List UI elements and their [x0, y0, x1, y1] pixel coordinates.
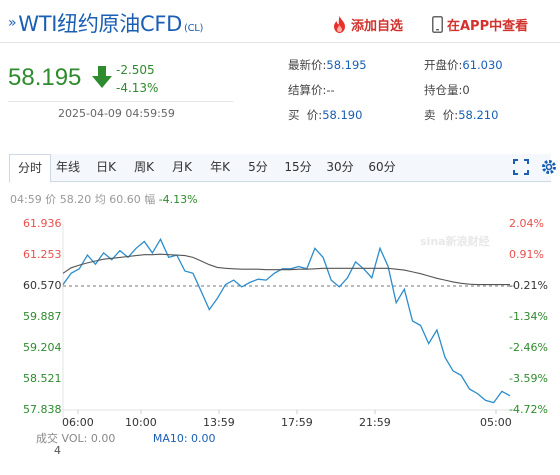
header-divider [0, 42, 560, 43]
quote-time: 2025-04-09 04:59:59 [58, 107, 175, 120]
bid-price-label: 买 价: [288, 108, 323, 122]
legend-avg-label: 均 [94, 193, 106, 206]
pct-tick-label: -3.59% [509, 372, 548, 385]
chart-legend: 04:59 价 58.20 均 60.60 幅 -4.13% [10, 191, 198, 207]
add-watchlist-button[interactable]: 添加自选 [332, 15, 403, 34]
latest-price-field: 最新价:58.195 [288, 57, 367, 73]
volume-count: 4 [54, 444, 61, 457]
volume-label: 成交 [36, 432, 58, 445]
tab-6[interactable]: 5分 [248, 160, 268, 174]
period-tabs: 分时 年线 日K 周K 月K 年K 5分 15分 30分 60分 [9, 154, 551, 183]
vol-label: VOL: [61, 432, 88, 445]
settle-price-field: 结算价:-- [288, 82, 335, 98]
avg-price-line [62, 253, 510, 286]
watermark: sina新浪财经 [420, 235, 490, 248]
tab-7[interactable]: 15分 [284, 160, 312, 174]
tab-3[interactable]: 周K [134, 160, 154, 174]
y-tick-label: 60.570 [23, 279, 62, 292]
ask-price-value: 58.210 [458, 108, 499, 122]
y-tick-label: 61.936 [23, 217, 62, 230]
last-price: 58.195 [8, 64, 82, 91]
tab-0[interactable]: 分时 [9, 154, 51, 183]
legend-chg: -4.13% [158, 193, 198, 206]
ma10-value: 0.00 [191, 432, 216, 445]
open-price-label: 开盘价: [424, 58, 463, 72]
y-tick-label: 59.204 [23, 341, 62, 354]
ma10-label: MA10: [152, 432, 188, 445]
arrow-down-icon [92, 66, 112, 88]
x-tick-label: 13:59 [203, 416, 235, 429]
y-tick-label: 61.253 [23, 248, 62, 261]
tab-2[interactable]: 日K [96, 160, 116, 174]
open-interest-label: 持仓量: [424, 83, 463, 97]
tab-1[interactable]: 年线 [55, 160, 80, 174]
phone-icon [432, 16, 443, 33]
fullscreen-icon[interactable] [513, 159, 529, 175]
open-price-value: 61.030 [462, 58, 503, 72]
period-tabs-background [9, 154, 551, 181]
instrument-code: (CL) [183, 23, 204, 34]
x-tick-label: 06:00 [62, 416, 94, 429]
legend-price-label: 价 [45, 193, 57, 206]
price-change: -2.505 [116, 63, 155, 77]
price-change-pct: -4.13% [116, 81, 159, 95]
volume-legend: 成交 VOL: 0.00 MA10: 0.00 [36, 430, 216, 446]
price-change-block: -2.505 -4.13% [116, 61, 158, 97]
open-interest-value: 0 [462, 83, 470, 97]
vol-value: 0.00 [90, 432, 116, 445]
tab-5[interactable]: 年K [210, 160, 230, 174]
add-watchlist-label: 添加自选 [351, 19, 404, 34]
price-line [62, 237, 511, 404]
x-tick-label: 05:00 [480, 416, 512, 429]
settle-price-label: 结算价: [288, 83, 327, 97]
legend-time: 04:59 [10, 193, 42, 206]
bid-price-value: 58.190 [322, 108, 363, 122]
settle-price-value: -- [326, 83, 335, 97]
legend-price: 58.20 [59, 193, 92, 206]
pct-tick-label: -2.46% [509, 341, 548, 354]
tab-9[interactable]: 60分 [368, 160, 396, 174]
pct-tick-label: 0.91% [509, 248, 544, 261]
pct-tick-label: -1.34% [509, 310, 548, 323]
instrument-name: WTI纽约原油CFD [18, 12, 182, 36]
legend-chg-label: 幅 [144, 193, 156, 206]
open-interest-field: 持仓量:0 [424, 82, 470, 98]
pct-tick-label: -4.72% [509, 403, 548, 416]
x-tick-label: 17:59 [281, 416, 313, 429]
open-in-app-button[interactable]: 在APP中查看 [432, 15, 528, 34]
gear-icon[interactable] [540, 158, 558, 176]
ask-price-field: 卖 价:58.210 [424, 107, 498, 123]
title-prefix: » [8, 15, 17, 31]
bid-price-field: 买 价:58.190 [288, 107, 362, 123]
x-tick-label: 10:00 [125, 416, 157, 429]
tab-4[interactable]: 月K [172, 160, 192, 174]
tab-8[interactable]: 30分 [326, 160, 354, 174]
latest-price-label: 最新价: [288, 58, 327, 72]
open-in-app-label: 在APP中查看 [447, 19, 529, 34]
ask-price-label: 卖 价: [424, 108, 459, 122]
x-tick-label: 21:59 [359, 416, 391, 429]
pct-tick-label: -0.21% [509, 279, 548, 292]
pct-tick-label: 2.04% [509, 217, 544, 230]
y-tick-label: 57.838 [23, 403, 62, 416]
latest-price-value: 58.195 [326, 58, 367, 72]
open-price-field: 开盘价:61.030 [424, 57, 503, 73]
instrument-title: »WTI纽约原油CFD (CL) [8, 8, 203, 38]
y-tick-label: 59.887 [23, 310, 62, 323]
flame-icon [334, 16, 345, 33]
quote-divider [8, 101, 233, 102]
y-tick-label: 58.521 [23, 372, 62, 385]
legend-avg: 60.60 [109, 193, 141, 206]
